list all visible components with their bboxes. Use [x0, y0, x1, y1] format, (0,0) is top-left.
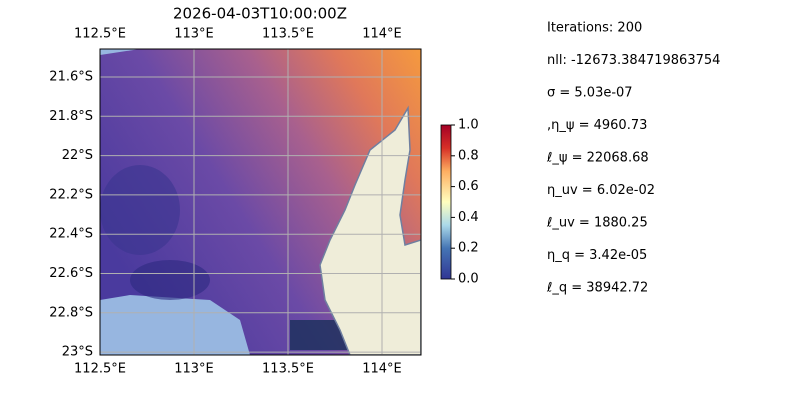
- lat-label: 23°S: [62, 345, 93, 360]
- lon-label: 114°E: [362, 362, 402, 377]
- info-line: ℓ_q = 38942.72: [546, 281, 648, 296]
- colorbar-label: 0.8: [458, 148, 479, 163]
- lon-label: 113°E: [174, 362, 214, 377]
- colorbar: [440, 124, 452, 280]
- info-line: σ = 5.03e-07: [547, 86, 633, 101]
- colorbar-label: 0.4: [458, 210, 479, 225]
- lat-label: 21.8°S: [49, 109, 93, 124]
- lon-label: 114°E: [362, 27, 402, 42]
- lat-label: 22.4°S: [49, 227, 93, 242]
- info-line: ℓ_ψ = 22068.68: [546, 151, 649, 166]
- colorbar-label: 1.0: [458, 118, 479, 133]
- lon-label: 113.5°E: [262, 362, 314, 377]
- info-line: Iterations: 200: [547, 21, 642, 36]
- field-patch: [130, 260, 210, 300]
- lat-label: 22.2°S: [49, 187, 93, 202]
- lat-label: 22.6°S: [49, 266, 93, 281]
- info-line: η_q = 3.42e-05: [547, 248, 647, 263]
- lat-label: 22.8°S: [49, 305, 93, 320]
- lon-label: 113°E: [174, 27, 214, 42]
- lat-label: 22°S: [62, 148, 93, 163]
- colorbar-label: 0.2: [458, 241, 479, 256]
- info-line: ,η_ψ = 4960.73: [547, 118, 647, 133]
- lat-label: 21.6°S: [49, 70, 93, 85]
- info-line: nll: -12673.384719863754: [547, 53, 720, 68]
- grid: [100, 49, 421, 355]
- land: [319, 105, 421, 355]
- info-line: ℓ_uv = 1880.25: [546, 216, 648, 231]
- map-area: [100, 49, 421, 355]
- colorbar-label: 0.6: [458, 179, 479, 194]
- lon-label: 112.5°E: [74, 27, 126, 42]
- field-patch: [100, 165, 180, 255]
- colorbar-label: 0.0: [458, 272, 479, 287]
- lon-label: 112.5°E: [74, 362, 126, 377]
- map-frame: [99, 48, 422, 356]
- lon-label: 113.5°E: [262, 27, 314, 42]
- title: 2026-04-03T10:00:00Z: [173, 5, 347, 23]
- info-line: η_uv = 6.02e-02: [547, 183, 655, 198]
